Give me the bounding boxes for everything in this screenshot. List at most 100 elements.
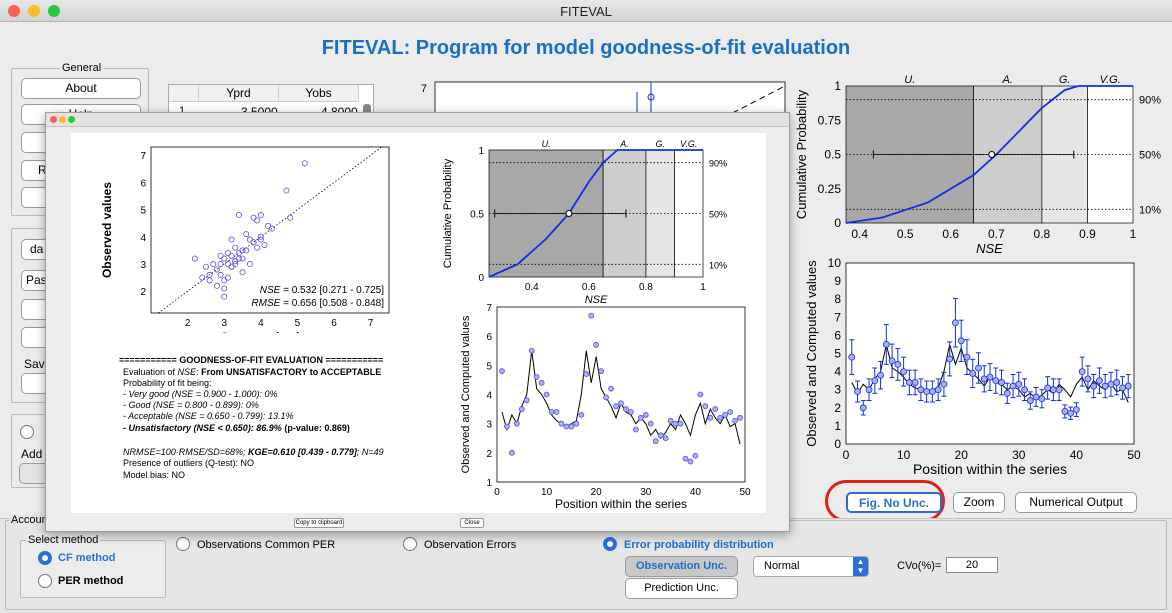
about-button[interactable]: About <box>21 78 141 99</box>
popup-close-icon[interactable] <box>50 116 57 123</box>
per-method-label[interactable]: PER method <box>58 575 124 587</box>
table-header-yobs: Yobs <box>279 85 359 102</box>
x-tick-label: 0 <box>494 487 500 498</box>
close-window-icon[interactable] <box>8 5 20 17</box>
cf-method-label[interactable]: CF method <box>58 552 116 564</box>
observed-point <box>623 406 629 412</box>
observed-point <box>568 423 575 430</box>
fig-no-unc-button[interactable]: Fig. No Unc. <box>846 492 942 513</box>
eval-line-1: Evaluation of NSE: From UNSATISFACTORY t… <box>123 367 382 377</box>
x-tick-label: 7 <box>368 318 374 329</box>
observed-point <box>692 452 699 459</box>
y-tick-label: 5 <box>834 347 841 361</box>
x-axis-label: Position within the series <box>913 461 1067 477</box>
y-tick-label: 7 <box>486 303 492 314</box>
popup-minimize-icon[interactable] <box>59 116 66 123</box>
add-label: Add <box>21 447 43 461</box>
observed-point <box>598 368 605 375</box>
observed-point <box>732 417 738 424</box>
observed-point <box>859 404 867 412</box>
prediction-unc-button[interactable]: Prediction Unc. <box>625 578 738 599</box>
observed-point <box>543 391 550 398</box>
observed-point <box>848 353 856 361</box>
y-tick-label: 1 <box>834 419 841 433</box>
observed-point <box>992 377 1000 385</box>
class-label: G. <box>1059 74 1071 86</box>
x-tick-label: 30 <box>1012 448 1026 462</box>
x-tick-label: 0.6 <box>582 282 596 293</box>
error-prob-radio[interactable] <box>603 537 617 551</box>
popup-zoom-icon[interactable] <box>68 116 75 123</box>
observed-point <box>1119 384 1126 392</box>
y-axis-label: Observed values <box>100 182 114 278</box>
one-to-one-line <box>158 146 382 314</box>
observed-point <box>900 368 907 375</box>
distribution-select[interactable]: Normal ▲ ▼ <box>753 556 869 577</box>
observed-point <box>533 374 540 380</box>
observed-point <box>1101 382 1109 390</box>
observed-point <box>917 386 925 394</box>
observed-point <box>1015 380 1023 388</box>
observed-point <box>986 373 994 381</box>
add-radio[interactable] <box>20 425 34 439</box>
cdf-curve <box>845 85 1133 224</box>
y-tick-label: 1 <box>834 79 841 93</box>
scatter-point <box>243 231 250 238</box>
eval-bias: Model bias: NO <box>123 470 186 480</box>
observed-point <box>508 449 515 456</box>
obs-errors-label[interactable]: Observation Errors <box>424 539 517 551</box>
y-tick-label: 7 <box>834 310 841 324</box>
scatter-point <box>257 212 264 219</box>
obs-errors-radio[interactable] <box>403 537 417 551</box>
observed-point <box>1061 408 1069 415</box>
y-tick-label: 3 <box>486 420 492 431</box>
table-scrollbar[interactable] <box>363 104 371 118</box>
zoom-button[interactable]: Zoom <box>953 492 1005 513</box>
table-corner <box>169 85 199 102</box>
scatter-point <box>235 212 242 219</box>
observed-point <box>963 353 971 361</box>
scatter-point <box>202 263 209 270</box>
error-prob-label[interactable]: Error probability distribution <box>624 539 774 551</box>
per-method-radio[interactable] <box>38 574 52 588</box>
eval-acceptable: - Acceptable (NSE = 0.650 - 0.799): 13.1… <box>123 411 294 421</box>
y-tick-label: 6 <box>140 178 146 189</box>
obs-common-per-label[interactable]: Observations Common PER <box>197 539 336 551</box>
scatter-point <box>213 282 220 289</box>
observed-point <box>499 368 505 375</box>
x-tick-label: 6 <box>331 318 337 329</box>
observation-unc-button[interactable]: Observation Unc. <box>625 556 738 577</box>
minimize-window-icon[interactable] <box>28 5 40 17</box>
x-tick-label: 4 <box>258 318 264 329</box>
observed-point <box>969 370 977 377</box>
close-popup-button[interactable]: Close <box>460 518 484 528</box>
observed-point <box>946 355 954 363</box>
eval-header: =========== GOODNESS-OF-FIT EVALUATION =… <box>119 355 384 365</box>
observed-point <box>553 409 560 415</box>
observed-point <box>662 435 669 442</box>
zoom-window-icon[interactable] <box>48 5 60 17</box>
obs-common-per-radio[interactable] <box>176 537 190 551</box>
y-tick-label: 2 <box>140 287 146 298</box>
bg-ytick: 7 <box>421 83 427 95</box>
observed-point <box>1107 380 1115 388</box>
x-tick-label: 50 <box>1127 448 1141 462</box>
y-tick-label: 6 <box>486 332 492 343</box>
observed-point <box>923 388 931 395</box>
observed-point <box>871 377 879 385</box>
y-axis-label: Observed and Computed values <box>804 260 819 447</box>
observed-point <box>583 371 590 377</box>
cf-method-radio[interactable] <box>38 551 52 565</box>
observed-point <box>618 400 624 407</box>
y-tick-label: 2 <box>834 401 841 415</box>
observed-point <box>1096 377 1103 385</box>
cvo-label: CVo(%)= <box>897 560 942 572</box>
scatter-point <box>199 274 206 281</box>
numerical-output-button[interactable]: Numerical Output <box>1015 492 1137 513</box>
scatter-point <box>221 277 228 284</box>
observed-point <box>717 414 724 421</box>
y-tick-label: 9 <box>834 274 841 288</box>
cvo-input[interactable]: 20 <box>946 557 998 573</box>
percentile-label: 90% <box>1139 95 1161 107</box>
copy-clipboard-button[interactable]: Copy to clipboard <box>294 518 344 528</box>
